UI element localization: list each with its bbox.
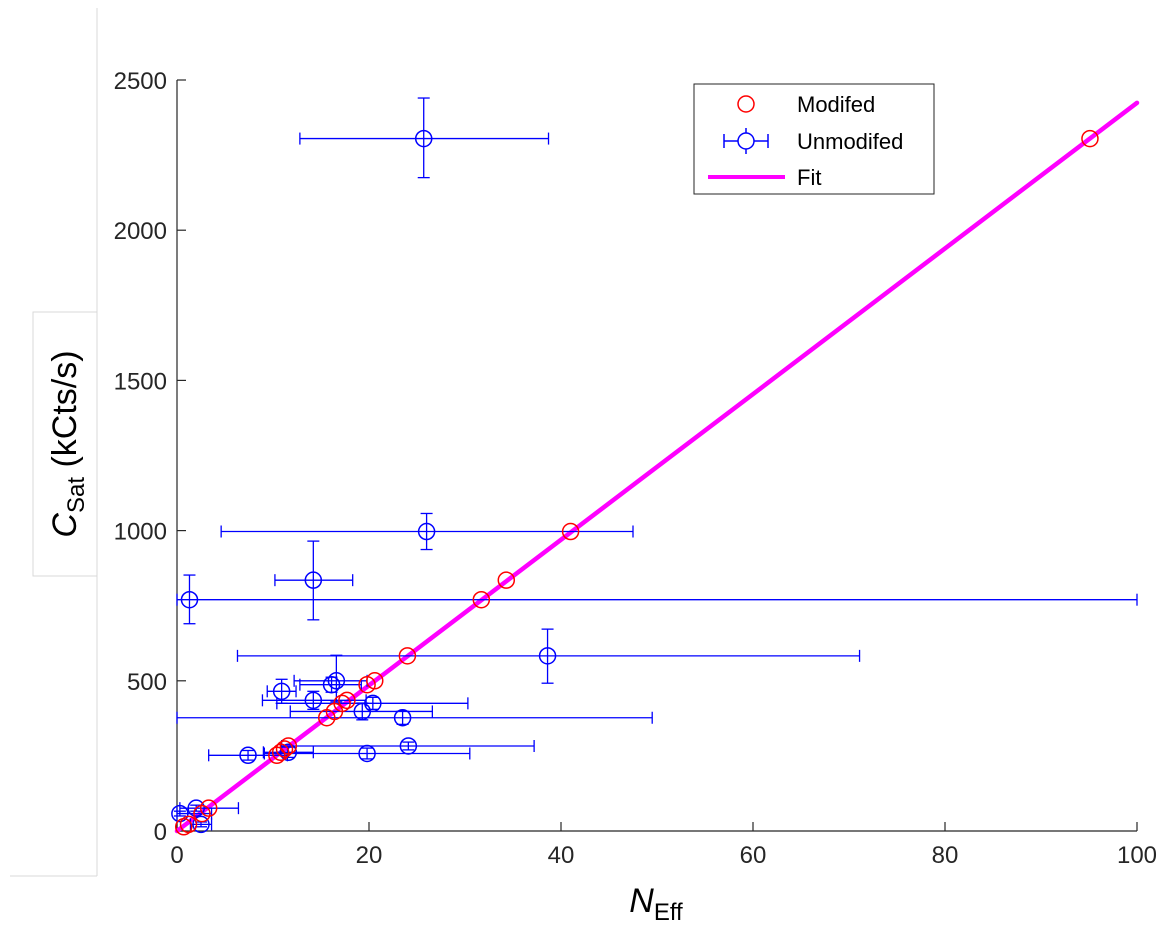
unmodified-point-group — [176, 574, 1138, 625]
modified-marker — [199, 799, 218, 817]
unmodified-marker — [353, 702, 372, 721]
unmodified-point-group — [299, 675, 362, 694]
unmodified-marker — [272, 682, 291, 701]
unmodified-point-group — [208, 746, 289, 765]
y-axis-label-sub: Sat — [63, 477, 90, 513]
unmodified-marker — [322, 675, 341, 694]
x-tick-label: 60 — [740, 842, 767, 869]
unmodified-marker — [192, 815, 210, 834]
modified-marker — [1081, 129, 1099, 148]
modified-marker — [318, 708, 336, 727]
x-axis-label-sub: Eff — [654, 899, 683, 926]
modified-marker — [358, 675, 376, 694]
unmodified-marker — [538, 647, 557, 665]
modified-marker — [174, 818, 193, 836]
unmodified-point-group — [274, 540, 354, 621]
unmodified-marker — [187, 799, 205, 817]
x-tick-label: 100 — [1117, 842, 1157, 869]
unmodified-point-group — [280, 737, 535, 755]
modified-marker — [193, 804, 211, 823]
x-tick-label: 20 — [356, 842, 383, 869]
unmodified-marker — [393, 708, 412, 727]
fit-line — [174, 100, 1140, 834]
unmodified-point-group — [220, 512, 634, 551]
x-tick-label: 40 — [548, 842, 575, 869]
unmodified-point-group — [176, 708, 653, 727]
legend-unmodified-label: Unmodifed — [797, 129, 903, 154]
unmodified-marker — [358, 744, 376, 763]
legend-fit-label: Fit — [797, 165, 821, 190]
modified-marker — [561, 522, 580, 541]
modified-marker — [497, 571, 516, 589]
y-axis-label-rest: (kCts/s) — [46, 350, 84, 477]
modified-series — [174, 129, 1099, 836]
legend-unmodified-marker — [737, 132, 755, 150]
y-tick-label: 2500 — [114, 68, 167, 95]
y-tick-label: 0 — [154, 819, 167, 846]
fit-layer — [174, 100, 1140, 834]
y-axis-label: CSat (kCts/s) — [46, 350, 90, 537]
x-tick-label: 80 — [932, 842, 959, 869]
unmodified-marker — [304, 691, 323, 710]
unmodified-point-group — [179, 799, 240, 817]
y-tick-label: 500 — [127, 669, 167, 696]
unmodified-point-group — [263, 744, 471, 763]
ylabel-panel — [32, 311, 98, 577]
modified-marker — [271, 743, 290, 762]
legend: Modifed Unmodifed Fit — [693, 83, 935, 195]
y-tick-label: 2000 — [114, 218, 167, 245]
x-axis-label: NEff — [629, 882, 683, 926]
modified-marker — [338, 691, 356, 710]
y-tick-label: 1500 — [114, 368, 167, 395]
unmodified-marker — [239, 746, 257, 765]
unmodified-marker — [180, 590, 199, 609]
unmodified-series — [171, 97, 1138, 834]
x-tick-label: 0 — [170, 842, 183, 869]
modified-marker — [472, 590, 491, 609]
modified-marker — [268, 746, 286, 765]
y-tick-label: 1000 — [114, 519, 167, 546]
modified-marker — [398, 647, 417, 665]
legend-modified-marker — [737, 95, 755, 113]
unmodified-marker — [327, 672, 346, 690]
unmodified-point-group — [289, 702, 434, 721]
unmodified-point-group — [299, 97, 550, 179]
unmodified-marker — [414, 129, 433, 148]
unmodified-marker — [417, 522, 436, 541]
unmodified-marker — [279, 743, 298, 762]
legend-modified-label: Modifed — [797, 92, 875, 117]
unmodified-point-group — [189, 815, 213, 834]
y-axis-label-main: C — [46, 513, 84, 538]
unmodified-marker — [304, 571, 323, 589]
x-axis-label-main: N — [629, 882, 654, 920]
